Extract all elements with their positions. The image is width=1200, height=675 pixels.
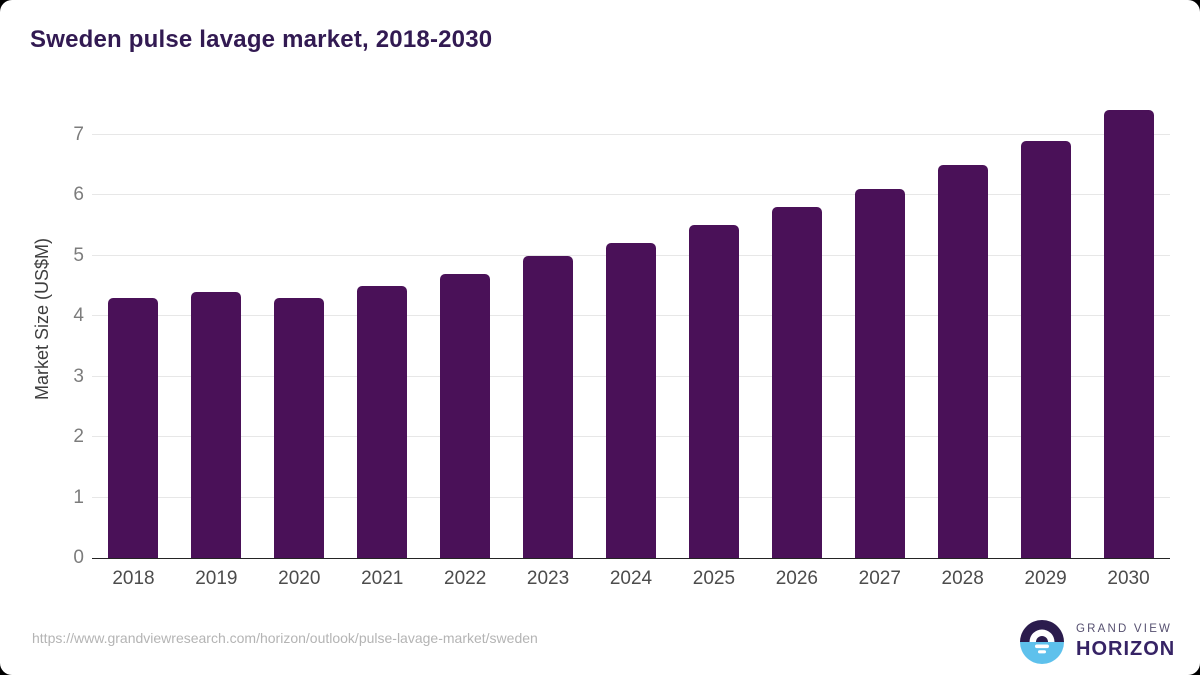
x-tick-label: 2023 — [526, 568, 570, 589]
x-tick-label: 2024 — [609, 568, 653, 589]
bar-2024 — [606, 243, 656, 558]
bar-2020 — [274, 297, 325, 558]
x-tick-label: 2020 — [278, 568, 321, 589]
bar-2019 — [191, 291, 242, 558]
bar-2018 — [108, 297, 159, 558]
x-tick-label: 2018 — [112, 568, 155, 589]
chart-title: Sweden pulse lavage market, 2018-2030 — [30, 26, 493, 53]
y-tick-label: 4 — [73, 305, 84, 326]
source-url: https://www.grandviewresearch.com/horizo… — [32, 630, 538, 646]
gridline — [92, 194, 1170, 195]
bar-2028 — [937, 164, 988, 558]
bar-2022 — [440, 273, 491, 558]
bar-2023 — [523, 255, 574, 558]
y-tick-label: 7 — [73, 123, 84, 145]
y-tick-label: 1 — [73, 486, 84, 508]
x-tick-label: 2029 — [1024, 568, 1067, 589]
y-tick-label: 2 — [73, 426, 84, 447]
bar-2026 — [771, 207, 822, 558]
bar-2030 — [1103, 110, 1154, 558]
bar-2021 — [357, 285, 408, 558]
y-tick-label: 5 — [73, 244, 84, 266]
x-tick-label: 2022 — [444, 568, 487, 589]
x-tick-label: 2028 — [941, 568, 984, 589]
y-tick-label: 0 — [73, 547, 84, 568]
y-tick-label: 6 — [73, 184, 84, 205]
x-tick-label: 2021 — [361, 568, 404, 589]
bar-2027 — [854, 188, 905, 558]
brand-logo: GRAND VIEW HORIZON — [1020, 620, 1175, 664]
plot-area — [92, 98, 1170, 559]
x-tick-label: 2026 — [775, 568, 818, 589]
horizon-logo-icon — [1020, 620, 1064, 664]
x-tick-label: 2025 — [692, 568, 736, 589]
y-tick-label: 3 — [73, 365, 84, 387]
gridline — [92, 133, 1170, 135]
brand-name-top: GRAND VIEW — [1076, 623, 1173, 635]
brand-name-bottom: HORIZON — [1076, 638, 1176, 660]
x-tick-label: 2030 — [1107, 568, 1150, 589]
bar-2029 — [1020, 140, 1071, 558]
x-axis-labels: 2018 2019 2020 2021 2022 2023 2024 2025 2026 2027… — [92, 568, 1170, 594]
bar-2025 — [688, 225, 739, 558]
x-tick-label: 2019 — [195, 568, 238, 589]
x-tick-label: 2027 — [858, 568, 901, 589]
